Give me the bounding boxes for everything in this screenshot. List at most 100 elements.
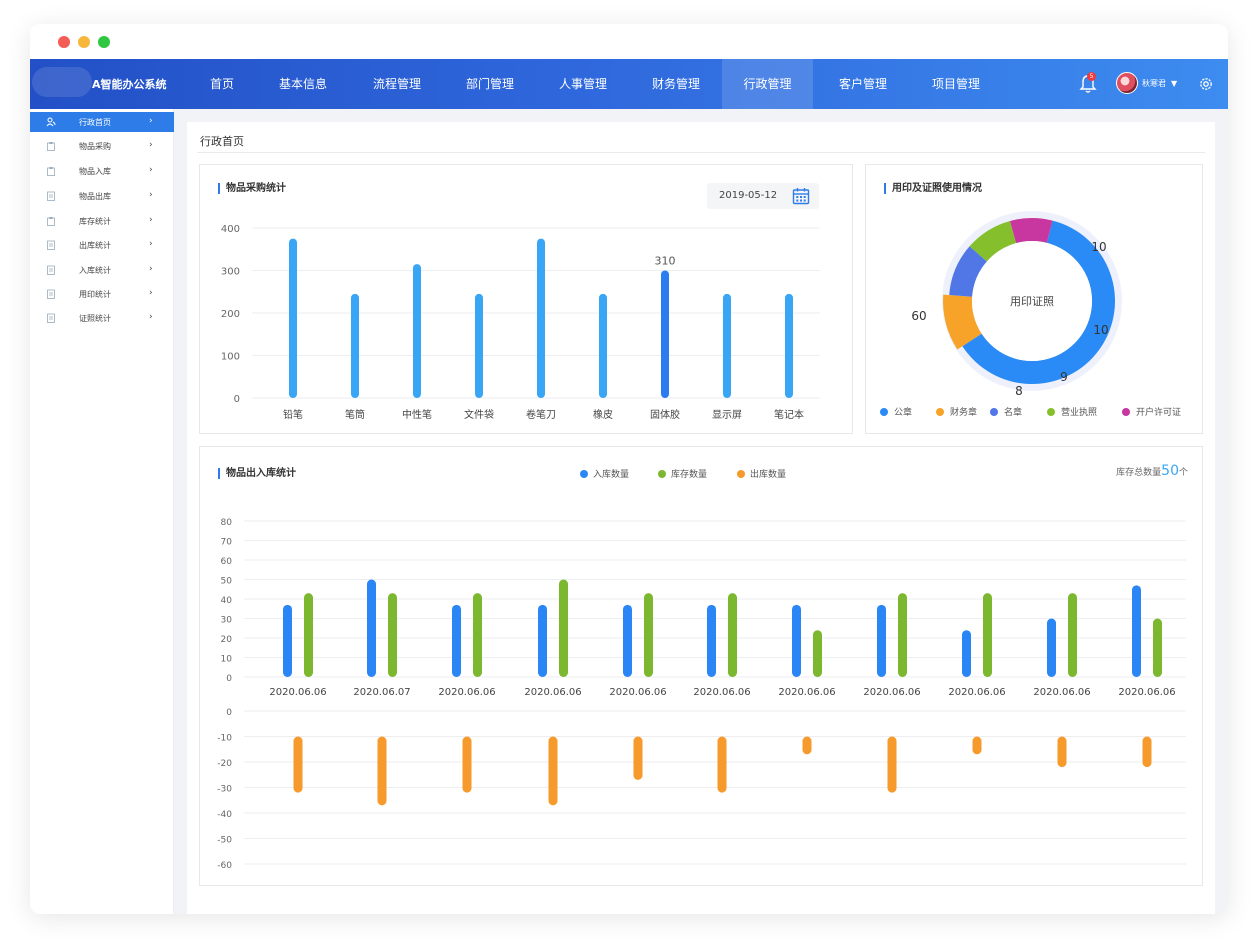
y-tick-label: 40 [221, 596, 233, 606]
user-name[interactable]: 秋寒君 [1142, 79, 1166, 88]
legend-marker [737, 470, 745, 478]
x-tick-label: 橡皮 [593, 408, 613, 421]
chevron-right-icon: › [149, 190, 153, 200]
x-tick-label: 2020.06.07 [353, 687, 410, 698]
clipboard-icon [47, 217, 55, 226]
document-icon [47, 265, 55, 275]
donut-hole [972, 241, 1092, 361]
nav-admin[interactable]: 行政管理 [722, 59, 813, 109]
x-tick-label: 2020.06.06 [609, 687, 666, 698]
inout-stats-card: 物品出入库统计 库存总数量50个 0 10 20 30 40 50 60 70 80 0 -10 -2… [199, 446, 1203, 886]
y-tick-label: 400 [221, 224, 240, 235]
bar-stock [898, 593, 907, 677]
minimize-window-button[interactable] [78, 36, 90, 48]
document-icon [47, 289, 55, 299]
date-picker[interactable]: 2019-05-12 [707, 183, 819, 209]
calendar-icon[interactable] [792, 187, 810, 205]
nav-basic-info[interactable]: 基本信息 [278, 77, 327, 91]
document-icon [47, 240, 55, 250]
nav-process[interactable]: 流程管理 [372, 77, 421, 91]
y-tick-label: 0 [234, 394, 240, 405]
x-tick-label: 2020.06.06 [948, 687, 1005, 698]
legend-marker [1122, 408, 1130, 416]
y-tick-label: -40 [217, 810, 232, 820]
legend-label: 财务章 [950, 406, 977, 418]
y-tick-label: 80 [221, 518, 233, 528]
document-icon [47, 191, 55, 201]
x-tick-label: 2020.06.06 [1118, 687, 1175, 698]
bar [289, 238, 297, 398]
gear-icon[interactable] [1198, 76, 1214, 92]
divider [197, 152, 1205, 153]
bar-stock [728, 593, 737, 677]
app-title: A智能办公系统 [92, 78, 167, 91]
chevron-down-icon[interactable]: ▼ [1171, 79, 1178, 88]
legend-marker [990, 408, 998, 416]
y-tick-label: 0 [226, 708, 232, 718]
nav-project[interactable]: 项目管理 [931, 77, 980, 91]
legend-label: 营业执照 [1061, 406, 1097, 418]
sidebar-item-license-stats[interactable]: 证照统计 › [30, 308, 174, 328]
title-bar [30, 24, 1228, 59]
bar-stock [644, 593, 653, 677]
sidebar: 行政首页 › 物品采购 › 物品入库 › 物品出库 › 库存统计 › 出库统计 … [30, 109, 174, 914]
donut-slice [949, 246, 987, 297]
bar-in [792, 604, 801, 677]
bar-stock [304, 593, 313, 677]
bar [785, 293, 793, 398]
sidebar-item-inventory-stats[interactable]: 库存统计 › [30, 211, 174, 231]
sidebar-item-label: 入库统计 [79, 266, 111, 275]
legend-label: 入库数量 [593, 468, 629, 480]
bar-in [538, 604, 547, 677]
avatar[interactable] [1116, 72, 1138, 94]
x-tick-label: 固体胶 [650, 408, 680, 421]
nav-home[interactable]: 首页 [209, 77, 234, 91]
nav-hr[interactable]: 人事管理 [558, 77, 607, 91]
legend-label: 出库数量 [750, 468, 786, 480]
y-tick-label: 0 [226, 674, 232, 684]
legend-marker [880, 408, 888, 416]
sidebar-item-admin-home[interactable]: 行政首页 › [30, 112, 174, 132]
sidebar-item-purchase[interactable]: 物品采购 › [30, 136, 174, 156]
donut-slice [1010, 218, 1053, 244]
bar-in [367, 579, 376, 677]
sidebar-item-label: 物品采购 [79, 142, 111, 151]
y-tick-label: 60 [221, 557, 233, 567]
bar-out [717, 736, 727, 793]
sidebar-item-label: 行政首页 [79, 118, 111, 127]
legend-label: 开户许可证 [1136, 406, 1181, 418]
y-tick-label: 30 [221, 616, 233, 626]
inout-stats-title: 物品出入库统计 [218, 468, 296, 479]
bar-in [877, 604, 886, 677]
bar [599, 293, 607, 398]
chevron-right-icon: › [149, 288, 153, 298]
nav-department[interactable]: 部门管理 [465, 77, 514, 91]
bar-in [1047, 618, 1056, 677]
x-tick-label: 卷笔刀 [526, 408, 556, 421]
bar-in [1132, 585, 1141, 677]
bar [537, 238, 545, 398]
maximize-window-button[interactable] [98, 36, 110, 48]
y-tick-label: 50 [221, 577, 233, 587]
sidebar-item-stock-in[interactable]: 物品入库 › [30, 161, 174, 181]
sidebar-item-stock-out[interactable]: 物品出库 › [30, 186, 174, 206]
bar-out [887, 736, 897, 793]
nav-finance[interactable]: 财务管理 [651, 77, 700, 91]
nav-customer[interactable]: 客户管理 [838, 77, 887, 91]
legend-marker [580, 470, 588, 478]
logo [32, 67, 92, 97]
slice-value-label: 10 [1093, 323, 1108, 337]
x-tick-label: 文件袋 [464, 408, 494, 421]
sidebar-item-seal-stats[interactable]: 用印统计 › [30, 284, 174, 304]
slice-value-label: 9 [1060, 370, 1068, 384]
bar-stock [559, 579, 568, 677]
bar-stock [1153, 618, 1162, 677]
bar [413, 264, 421, 398]
close-window-button[interactable] [58, 36, 70, 48]
y-tick-label: 300 [221, 267, 240, 278]
legend-label: 名章 [1004, 406, 1022, 418]
sidebar-item-in-stats[interactable]: 入库统计 › [30, 260, 174, 280]
sidebar-item-out-stats[interactable]: 出库统计 › [30, 235, 174, 255]
breadcrumb: 行政首页 [200, 135, 244, 148]
